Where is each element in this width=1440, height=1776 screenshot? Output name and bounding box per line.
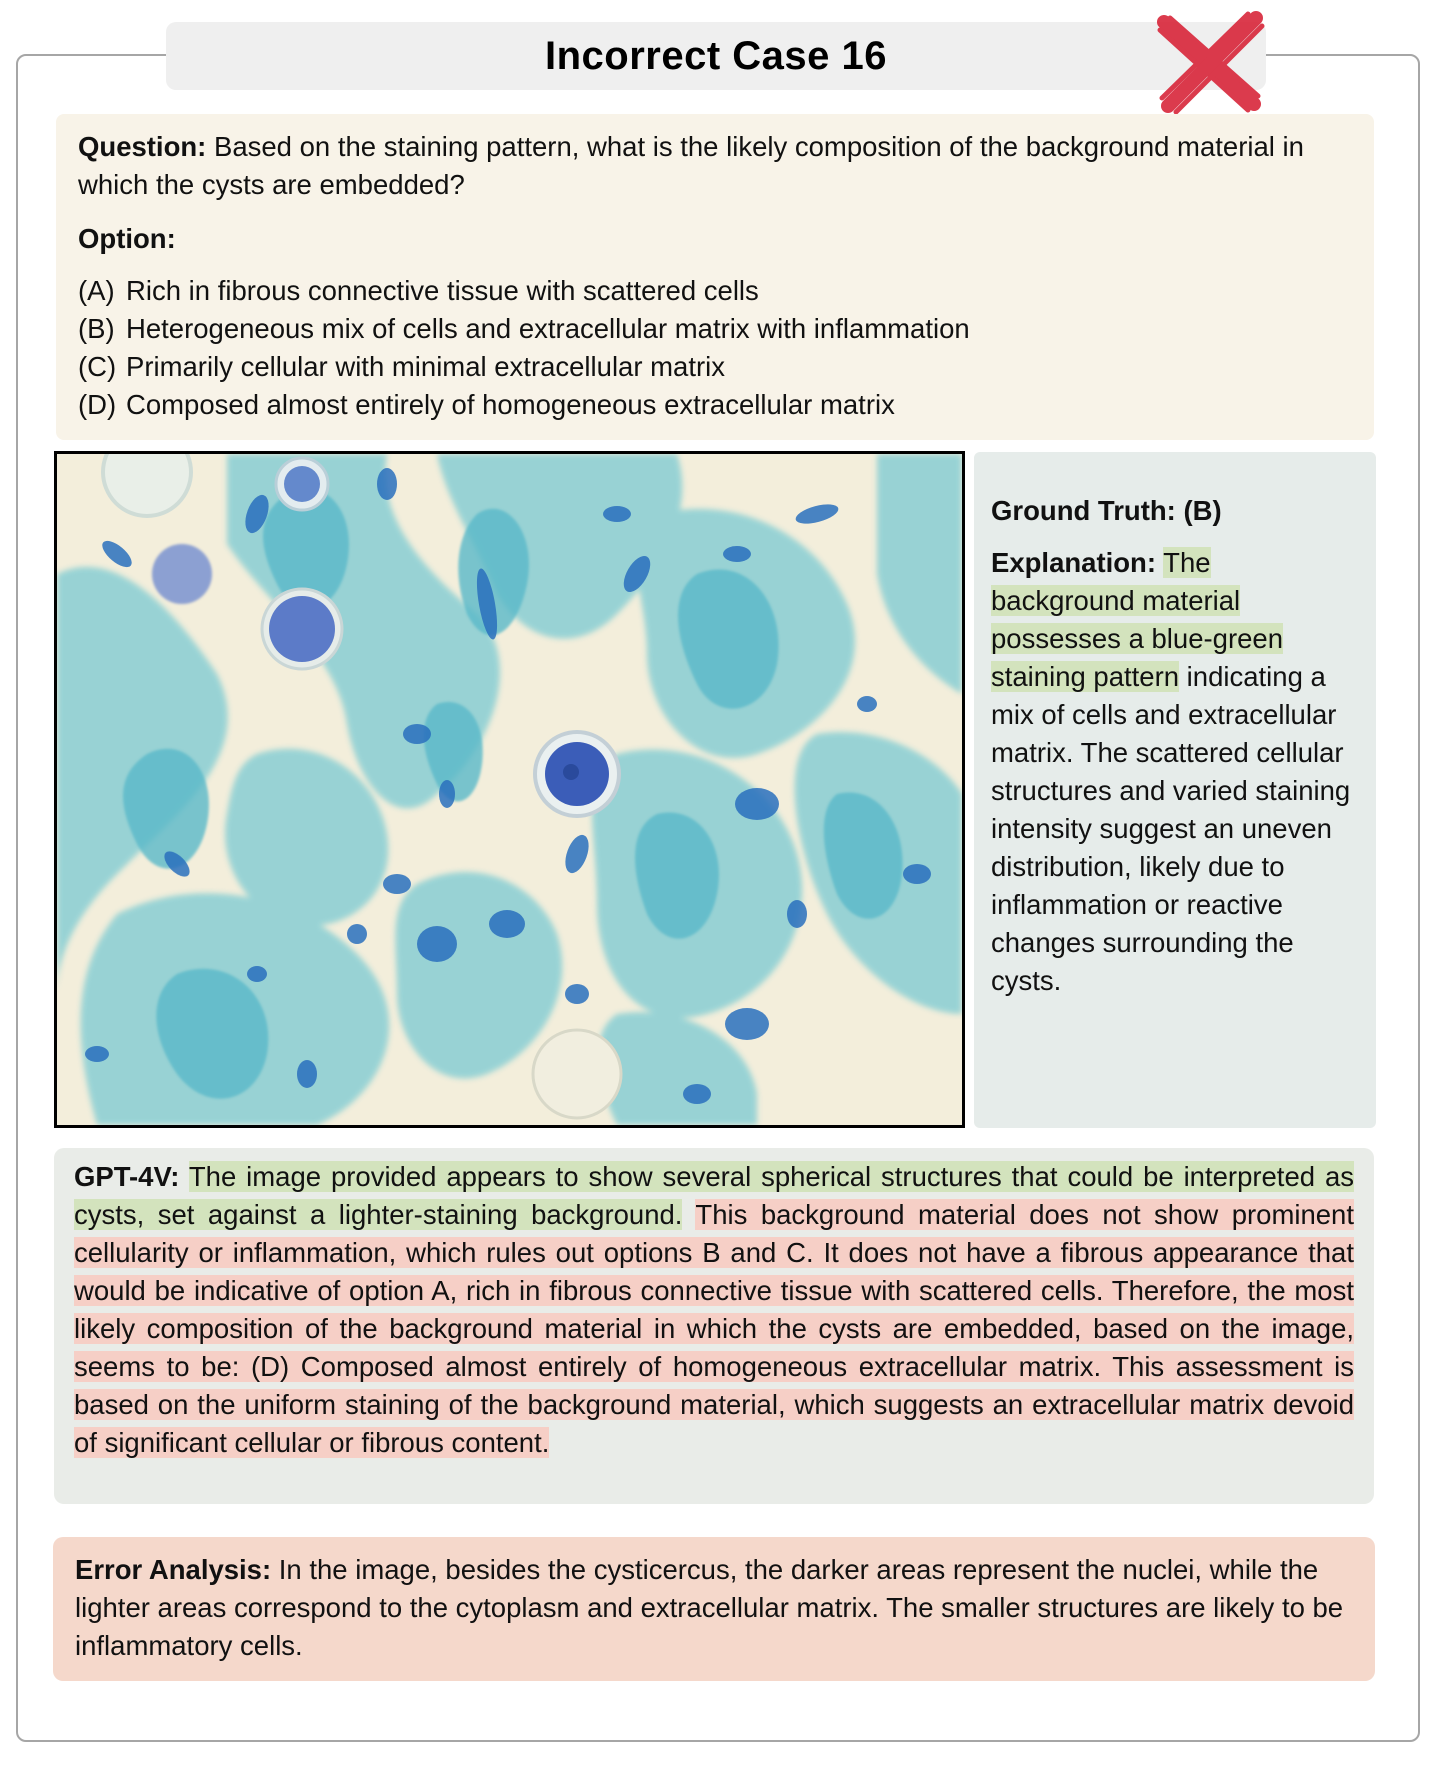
option-d: (D) Composed almost entirely of homogeneo… bbox=[78, 386, 1352, 424]
ground-truth-label: Ground Truth: (B) bbox=[991, 495, 1222, 526]
explanation-label: Explanation: bbox=[991, 547, 1157, 578]
question-panel: Question: Based on the staining pattern,… bbox=[56, 114, 1374, 440]
explanation-rest: indicating a mix of cells and extracellu… bbox=[991, 661, 1351, 996]
option-letter: (A) bbox=[78, 275, 115, 306]
option-letter: (D) bbox=[78, 389, 117, 420]
gpt-incorrect-part: This background material does not show p… bbox=[74, 1199, 1354, 1458]
option-letter: (C) bbox=[78, 351, 117, 382]
option-list: (A) Rich in fibrous connective tissue wit… bbox=[78, 272, 1352, 424]
question-text: Question: Based on the staining pattern,… bbox=[78, 128, 1352, 204]
error-analysis-body: In the image, besides the cysticercus, t… bbox=[75, 1554, 1344, 1661]
title-bar: Incorrect Case 16 bbox=[166, 22, 1266, 90]
red-cross-icon bbox=[1157, 11, 1265, 115]
option-text: Composed almost entirely of homogeneous … bbox=[126, 389, 895, 420]
micrograph-illustration bbox=[57, 454, 962, 1125]
option-c: (C) Primarily cellular with minimal extra… bbox=[78, 348, 1352, 386]
error-analysis-label: Error Analysis: bbox=[75, 1554, 272, 1585]
histology-image bbox=[54, 451, 965, 1128]
case-title: Incorrect Case 16 bbox=[544, 33, 887, 78]
error-analysis-text: Error Analysis: In the image, besides th… bbox=[75, 1551, 1353, 1665]
option-text: Heterogeneous mix of cells and extracell… bbox=[126, 313, 970, 344]
option-heading: Option: bbox=[78, 223, 176, 254]
option-b: (B) Heterogeneous mix of cells and extrac… bbox=[78, 310, 1352, 348]
question-label: Question: bbox=[78, 131, 207, 162]
gpt-answer-panel: GPT-4V: The image provided appears to sh… bbox=[54, 1148, 1374, 1504]
gpt-answer-text: GPT-4V: The image provided appears to sh… bbox=[74, 1158, 1354, 1462]
explanation-text: Explanation: The background material pos… bbox=[991, 544, 1358, 1000]
option-letter: (B) bbox=[78, 313, 115, 344]
option-a: (A) Rich in fibrous connective tissue wit… bbox=[78, 272, 1352, 310]
gpt-label: GPT-4V: bbox=[74, 1161, 180, 1192]
error-analysis-panel: Error Analysis: In the image, besides th… bbox=[53, 1537, 1375, 1681]
ground-truth-panel: Ground Truth: (B) Explanation: The backg… bbox=[974, 452, 1376, 1128]
option-text: Rich in fibrous connective tissue with s… bbox=[126, 275, 759, 306]
question-body: Based on the staining pattern, what is t… bbox=[78, 131, 1304, 200]
option-text: Primarily cellular with minimal extracel… bbox=[126, 351, 726, 382]
